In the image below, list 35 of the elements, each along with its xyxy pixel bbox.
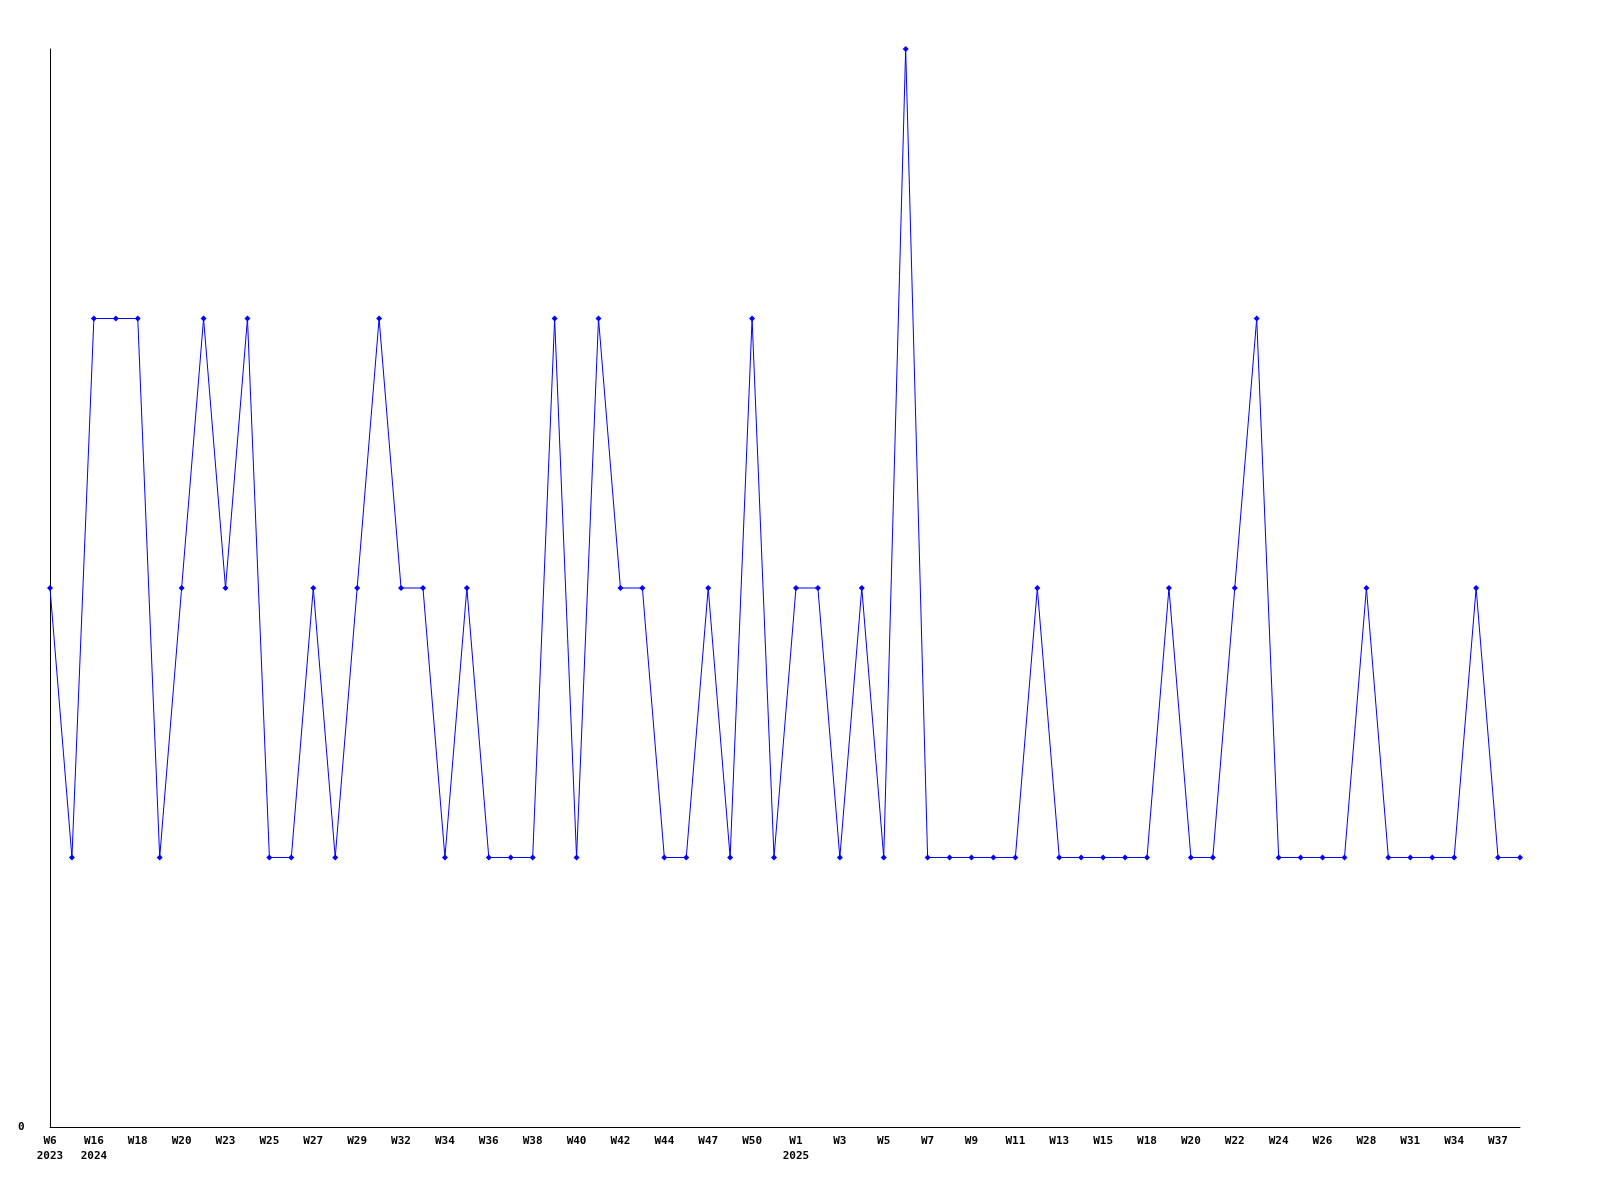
x-tick-label: W15	[1093, 1134, 1114, 1147]
x-tick-label: W23	[215, 1134, 236, 1147]
x-tick-label: W13	[1049, 1134, 1070, 1147]
x-tick-label: W44	[654, 1134, 675, 1147]
x-tick-label: W6 2023	[36, 1134, 64, 1162]
x-tick-label: W36	[478, 1134, 500, 1147]
x-tick-label: W47	[698, 1134, 719, 1147]
x-tick-label: W20	[1180, 1134, 1201, 1147]
x-tick-label: W38	[522, 1134, 543, 1147]
x-tick-label: W34	[1444, 1134, 1465, 1147]
x-tick-label: W37	[1488, 1134, 1508, 1147]
x-tick-label: W50	[742, 1134, 763, 1147]
x-tick-label: W18	[1137, 1134, 1157, 1147]
x-tick-label: W28	[1356, 1134, 1377, 1147]
x-tick-label: W34	[434, 1134, 456, 1147]
x-tick-label: W26	[1312, 1134, 1333, 1147]
x-tick-label: W25	[259, 1134, 280, 1147]
x-tick-label: W7	[920, 1134, 935, 1147]
x-tick-label: W20	[171, 1134, 192, 1147]
x-tick-label: W27	[303, 1134, 324, 1147]
x-tick-label: W31	[1400, 1134, 1421, 1147]
text: 0	[18, 1120, 25, 1133]
x-tick-label: W9	[964, 1134, 979, 1147]
x-tick-label: W5	[877, 1134, 891, 1147]
x-tick-label: W1 2025	[782, 1134, 810, 1162]
x-tick-label: W16 2024	[80, 1134, 108, 1162]
x-tick-label: W29	[347, 1134, 368, 1147]
x-tick-label: W24	[1268, 1134, 1289, 1147]
x-tick-label: W32	[391, 1134, 411, 1147]
x-tick-label: W3	[833, 1134, 847, 1147]
x-tick-label: W22	[1224, 1134, 1245, 1147]
x-tick-label: W42	[610, 1134, 631, 1147]
x-tick-label: W11	[1005, 1134, 1026, 1147]
x-tick-label: W18	[127, 1134, 148, 1147]
x-tick-label: W40	[566, 1134, 587, 1147]
